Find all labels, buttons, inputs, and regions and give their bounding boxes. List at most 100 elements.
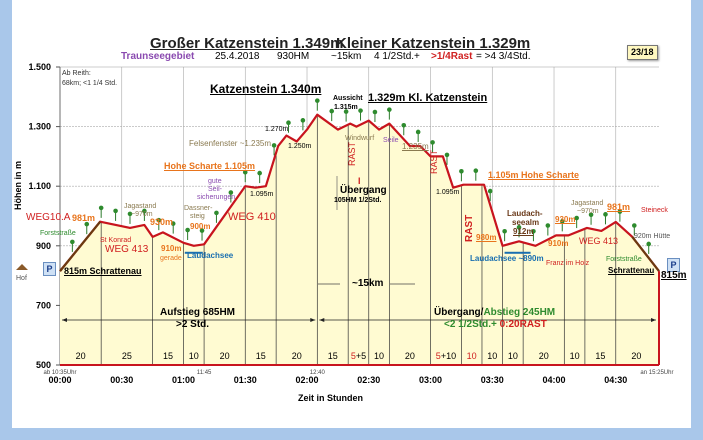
height-981-left: 981m — [72, 213, 96, 223]
felsenfenster-label: Felsenfenster ~1.235m — [189, 139, 272, 148]
abstieg-label-a: Übergang/ — [434, 307, 484, 318]
uebergang-detail: 105HM 1/2Std. — [334, 197, 382, 204]
height-930-right: 930m — [555, 215, 576, 224]
ab-reith-detail: 68km; <1 1/4 Std. — [62, 80, 118, 87]
profile-line — [59, 113, 660, 272]
jagastand-left-height: ~970m — [131, 211, 153, 218]
tree-crown-icon — [214, 210, 219, 216]
segment-duration-label: 15 — [163, 351, 173, 361]
parking-icon-start: P — [43, 262, 56, 276]
segment-duration-label: 15 — [256, 351, 266, 361]
tree-crown-icon — [430, 140, 435, 145]
segment-rest-minutes: 5 — [351, 351, 356, 361]
x-tick-label: 01:30 — [234, 375, 257, 385]
height-930-left: 930m — [150, 217, 174, 227]
x-tick-label: 03:00 — [419, 375, 442, 385]
segment-walk-minutes: 10 — [487, 351, 497, 361]
tree-crown-icon — [199, 228, 205, 233]
tree-crown-icon — [127, 211, 133, 217]
tree-crown-icon — [70, 239, 75, 245]
tree-crown-icon — [545, 223, 551, 228]
katzenstein-label: Katzenstein 1.340m — [210, 82, 322, 96]
tree-crown-icon — [142, 208, 147, 214]
y-tick-label: 700 — [36, 300, 51, 310]
start-label: 815m Schrattenau — [64, 266, 142, 276]
jagastand-left: Jagastand — [124, 203, 157, 210]
gerade-label: gerade — [160, 255, 182, 262]
tree-crown-icon — [286, 120, 291, 126]
tree-crown-icon — [502, 228, 507, 234]
height-1095-left: 1.095m — [250, 191, 274, 198]
segment-duration-label: 20 — [220, 351, 230, 361]
height-1095-right: 1.095m — [436, 189, 460, 196]
x-tick-label: 01:00 — [172, 375, 195, 385]
segment-duration-label: 10 — [467, 351, 477, 361]
segment-duration-label: 25 — [122, 351, 132, 361]
st-konrad-label: St Konrad — [100, 237, 132, 244]
x-axis-title: Zeit in Stunden — [298, 393, 363, 403]
y-axis-title: Höhen in m — [13, 161, 23, 210]
tree-crown-icon — [559, 219, 565, 224]
height-910-right: 910m — [548, 239, 569, 248]
segment-rest-minutes: 5 — [436, 351, 441, 361]
tree-crown-icon — [603, 212, 608, 217]
tree-crown-icon — [329, 108, 335, 114]
rast-label-3: RAST — [464, 214, 475, 242]
tree-crown-icon — [257, 170, 262, 176]
marker-i: I — [358, 176, 361, 186]
tree-crown-icon — [372, 109, 378, 115]
forststrasse-right: Forststraße — [606, 256, 642, 263]
tree-crown-icon — [300, 118, 306, 123]
tree-crown-icon — [156, 217, 162, 223]
x-tick-label: 02:30 — [357, 375, 380, 385]
segment-duration-label: 20 — [292, 351, 302, 361]
segment-walk-minutes: 15 — [328, 351, 338, 361]
ab-reith-label: Ab Reith: — [62, 70, 91, 77]
subtitle-time: 4 1/2Std.+ — [374, 51, 420, 62]
tree-crown-icon — [242, 169, 248, 175]
segment-rest-minutes: 10 — [467, 351, 477, 361]
y-tick-label: 1.500 — [28, 62, 51, 72]
clock-time-label: an 15:25Uhr — [640, 370, 673, 376]
end-label: 815m — [661, 270, 687, 281]
tree-crown-icon — [487, 188, 493, 194]
segment-walk-minutes: 25 — [122, 351, 132, 361]
title-right: Kleiner Katzenstein 1.329m — [336, 35, 531, 52]
parking-icon-end: P — [667, 258, 680, 272]
height-900: 900m — [190, 222, 211, 231]
subtitle-rest: >1/4Rast — [431, 51, 473, 62]
segment-walk-minutes: 20 — [631, 351, 641, 361]
segment-duration-label: 20 — [405, 351, 415, 361]
x-tick-label: 00:00 — [48, 375, 71, 385]
clock-time-label: 12:40 — [310, 370, 326, 376]
hut-icon — [16, 264, 28, 270]
aussicht-label: Aussicht — [333, 95, 363, 102]
aussicht-height: 1.315m — [334, 104, 358, 111]
tree-crown-icon — [516, 225, 522, 230]
tree-crown-icon — [185, 227, 190, 233]
weg-410-label: WEG 410 — [228, 211, 276, 223]
tree-crown-icon — [531, 228, 536, 234]
abstieg-time-a: <2 1/2Std.+ — [444, 319, 500, 330]
windwurf-label: Windwurf — [345, 135, 375, 142]
clock-time-label: ab 10:35Uhr — [43, 370, 76, 376]
jagastand-right: Jagastand — [571, 200, 604, 207]
segment-duration-label: 20 — [539, 351, 549, 361]
aufstieg-time: >2 Std. — [176, 319, 210, 330]
tree-crown-icon — [415, 129, 421, 135]
segment-walk-minutes: 15 — [163, 351, 173, 361]
tree-crown-icon — [315, 98, 320, 103]
tree-crown-icon — [646, 241, 652, 247]
weg-413-right: WEG 413 — [579, 236, 619, 246]
laudachsee-right: Laudachsee ~890m — [470, 254, 544, 263]
height-980: 980m — [476, 233, 497, 242]
tree-crown-icon — [271, 143, 277, 148]
segment-walk-minutes: 20 — [220, 351, 230, 361]
height-1235-right: 1.235m — [402, 142, 429, 151]
subtitle-region: Traunseegebiet — [121, 51, 195, 62]
jagastand-right-height: ~970m — [577, 208, 599, 215]
y-tick-label: 1.300 — [28, 122, 51, 132]
forest-road-start — [59, 220, 101, 272]
abstieg-time: <2 1/2Std.+ 0:20RAST — [444, 319, 547, 331]
